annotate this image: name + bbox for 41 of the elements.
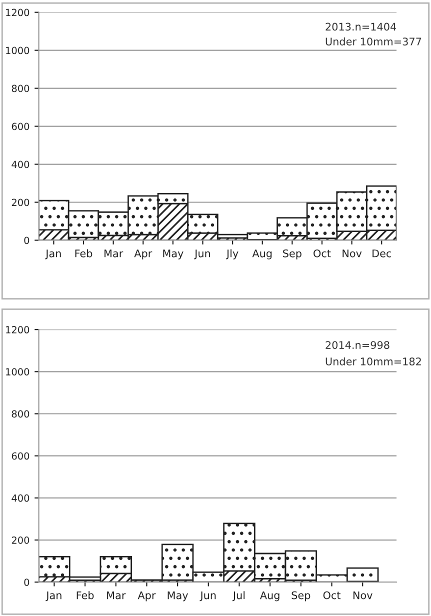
x-tick-label: Apr — [138, 591, 156, 602]
x-tick-label: Apr — [134, 250, 152, 260]
x-tick-label: Jun — [200, 591, 216, 602]
x-tick-label: Dec — [372, 250, 392, 258]
y-tick-label: 0 — [24, 236, 30, 244]
x-tick-label: Aug — [260, 591, 280, 602]
y-tick-label: 1200 — [6, 326, 30, 334]
x-tick-label: Jun — [194, 250, 210, 260]
x-tick-label: Jan — [46, 591, 62, 602]
y-tick-label: 1000 — [6, 368, 30, 376]
x-tick-label: Nov — [342, 250, 362, 258]
y-tick-label: 0 — [24, 578, 30, 586]
annotation: 2013.n=1404 — [326, 22, 396, 31]
x-tick-label: Jul — [232, 591, 245, 602]
x-tick-label: Feb — [76, 591, 94, 600]
y-tick-label: 600 — [12, 122, 30, 130]
y-tick-label: 200 — [12, 536, 30, 544]
x-tick-label: Sep — [283, 249, 302, 260]
x-tick-label: Aug — [252, 250, 272, 260]
x-tick-label: Mar — [107, 591, 126, 600]
y-tick-label: 1000 — [6, 46, 30, 54]
y-tick-label: 800 — [12, 84, 30, 92]
x-tick-label: Jly — [226, 249, 238, 260]
x-tick-label: Mar — [104, 250, 124, 258]
y-tick-label: 1200 — [6, 8, 30, 16]
x-tick-label: May — [163, 250, 184, 260]
y-tick-label: 400 — [12, 160, 30, 168]
x-tick-label: Oct — [314, 249, 331, 258]
y-tick-label: 200 — [12, 198, 30, 206]
x-tick-label: Nov — [353, 591, 372, 600]
y-tick-label: 600 — [12, 452, 30, 460]
x-tick-label: May — [168, 591, 188, 602]
annotation: 2014.n=998 — [326, 341, 390, 349]
x-tick-label: Oct — [323, 591, 341, 600]
x-tick-label: Sep — [292, 591, 310, 602]
x-tick-label: Jan — [45, 250, 61, 260]
y-tick-label: 800 — [12, 410, 30, 418]
y-tick-label: 400 — [12, 494, 30, 502]
annotation: Under 10mm=182 — [326, 357, 421, 366]
annotation: Under 10mm=377 — [326, 37, 422, 46]
x-tick-label: Feb — [75, 249, 92, 258]
